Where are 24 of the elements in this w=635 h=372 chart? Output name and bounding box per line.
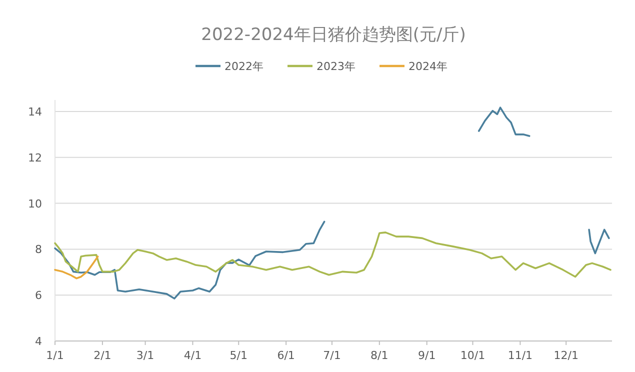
x-tick-label: 9/1	[418, 349, 436, 362]
y-tick-label: 12	[28, 151, 42, 164]
x-tick-label: 11/1	[508, 349, 533, 362]
y-tick-label: 8	[35, 243, 42, 256]
line-series	[54, 256, 99, 280]
legend-label: 2024年	[408, 60, 448, 73]
x-tick-label: 8/1	[370, 349, 388, 362]
x-tick-label: 10/1	[460, 349, 486, 362]
x-tick-label: 7/1	[323, 349, 341, 362]
x-tick-label: 2/1	[94, 349, 112, 362]
x-tick-label: 1/1	[46, 349, 64, 362]
y-tick-label: 14	[28, 105, 42, 118]
y-tick-label: 6	[35, 289, 42, 302]
line-series	[54, 232, 612, 278]
x-tick-label: 4/1	[184, 349, 202, 362]
x-tick-label: 3/1	[136, 349, 154, 362]
y-tick-label: 4	[35, 335, 42, 348]
x-tick-label: 12/1	[554, 349, 578, 362]
x-tick-label: 6/1	[277, 349, 295, 362]
y-tick-label: 10	[28, 197, 42, 210]
legend-label: 2022年	[224, 60, 264, 73]
chart-title: 2022-2024年日猪价趋势图(元/斤)	[201, 25, 466, 45]
x-tick-label: 5/1	[230, 349, 248, 362]
legend-label: 2023年	[316, 60, 356, 73]
